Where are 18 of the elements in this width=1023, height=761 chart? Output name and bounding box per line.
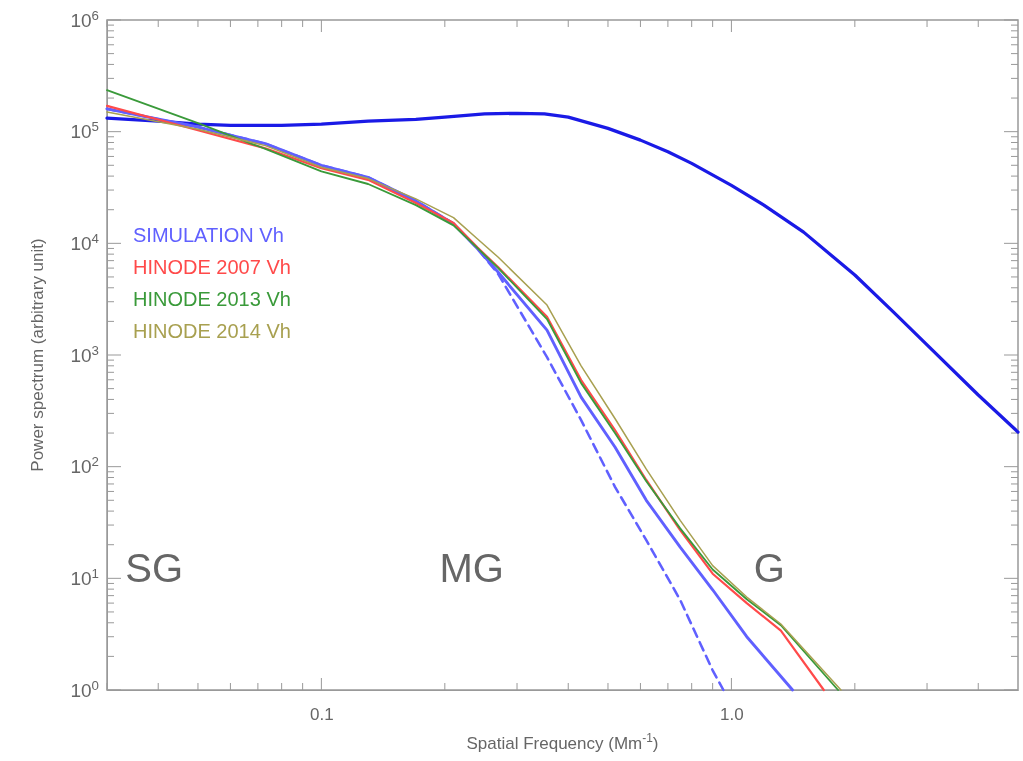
annotation: MG [439,546,504,590]
x-axis-title: Spatial Frequency (Mm$^{-1}$) [466,731,659,753]
text: HINODE 2007 Vh [133,256,291,278]
text: HINODE 2014 Vh [133,320,291,342]
y-tick-label: 10$^{3}$ [70,342,99,366]
y-tick-label: 10$^{1}$ [70,565,99,589]
y-tick-label: 10$^{0}$ [70,677,99,701]
y-tick-label: 10$^{6}$ [70,7,99,31]
annotation: SG [125,546,184,590]
y-tick-label: 10$^{4}$ [70,230,99,254]
y-tick-label: 10$^{2}$ [70,453,99,478]
text: SIMULATION Vh [133,224,284,246]
x-tick-label: 0.1 [310,705,334,725]
text: HINODE 2013 Vh [133,288,291,310]
y-tick-label: 10$^{5}$ [70,118,99,143]
x-tick-label: 1.0 [720,705,744,725]
y-axis-title: Power spectrum (arbitrary unit) [28,238,47,472]
annotation: G [753,546,785,590]
